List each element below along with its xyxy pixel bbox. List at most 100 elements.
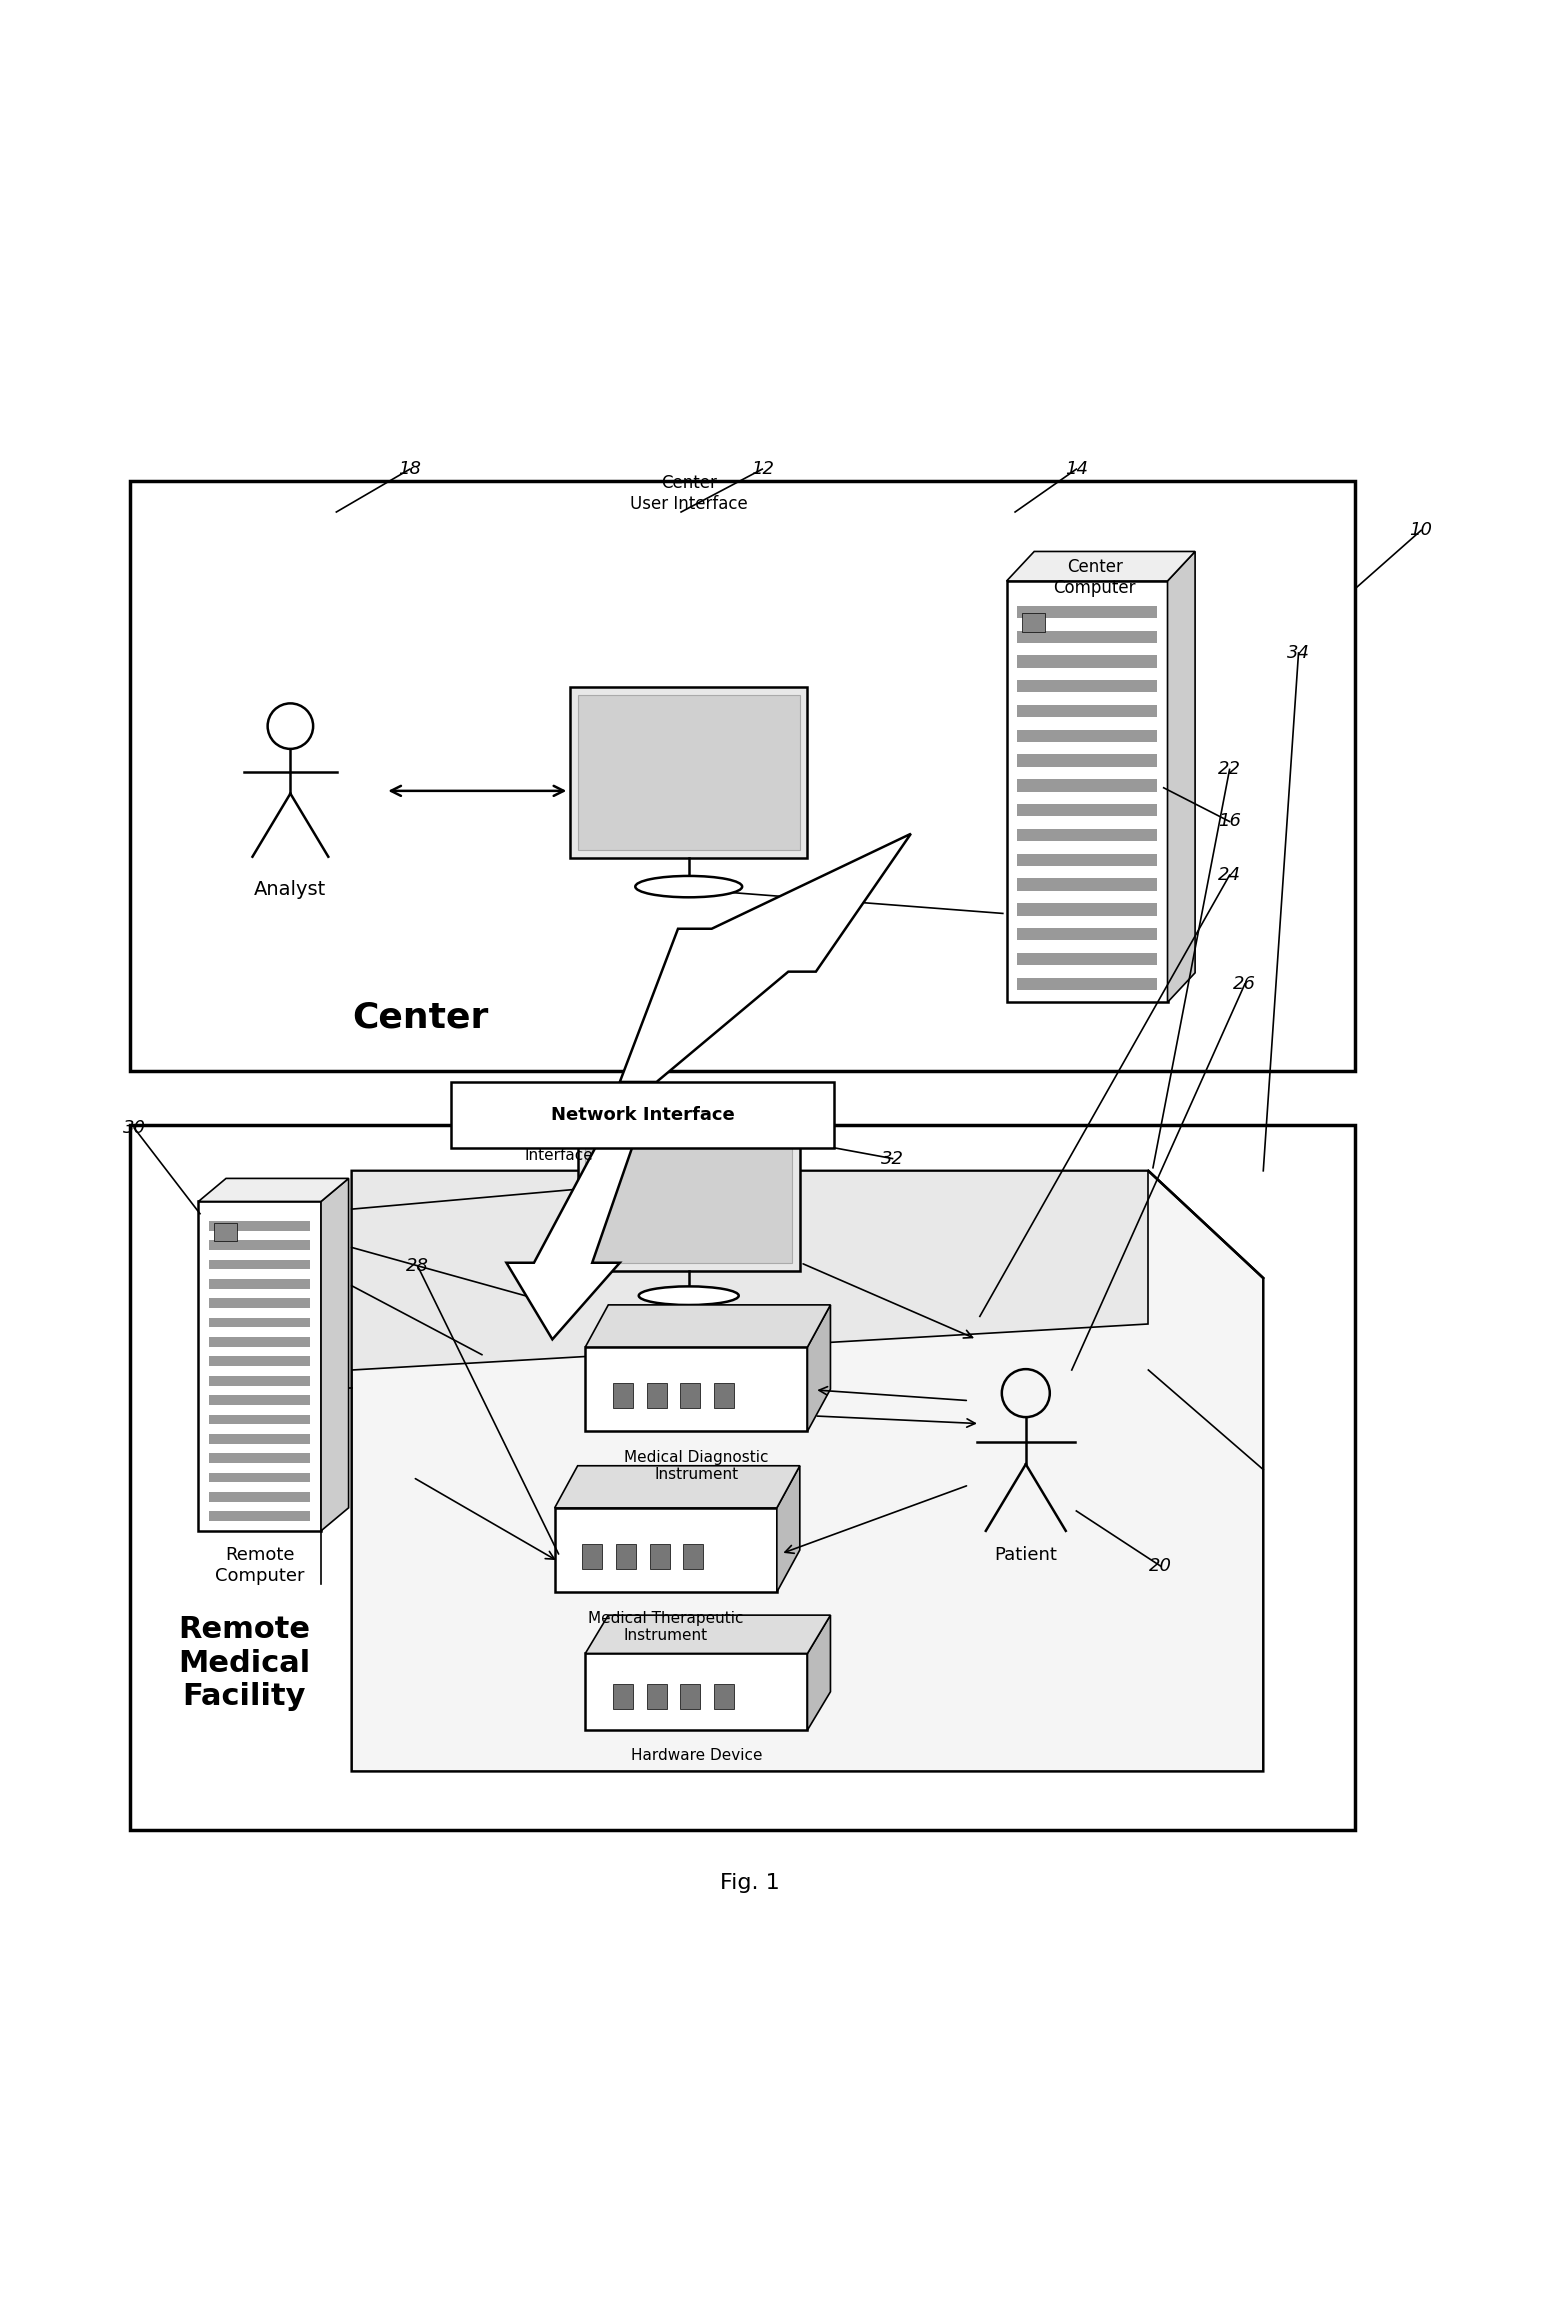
Bar (198, 1202, 322, 1530)
Bar (209, 1396, 311, 1405)
Text: Remote
Computer: Remote Computer (215, 1546, 305, 1585)
Text: 20: 20 (1149, 1558, 1172, 1576)
Ellipse shape (635, 876, 742, 897)
Text: 24: 24 (1218, 867, 1241, 885)
Bar (615, 1544, 635, 1569)
Bar (1017, 705, 1156, 716)
Polygon shape (322, 1179, 348, 1530)
Text: Medical Diagnostic
Instrument: Medical Diagnostic Instrument (625, 1449, 768, 1481)
Text: Center
Computer: Center Computer (1053, 557, 1136, 596)
Bar (570, 686, 807, 857)
Bar (1017, 978, 1156, 989)
Bar (1017, 753, 1156, 767)
Polygon shape (807, 1306, 830, 1431)
Text: Fig. 1: Fig. 1 (720, 1874, 779, 1893)
Bar (209, 1338, 311, 1347)
Bar (209, 1493, 311, 1502)
Bar (209, 1241, 311, 1250)
Text: Center
User Interface: Center User Interface (629, 474, 748, 513)
Bar (646, 1685, 666, 1708)
Polygon shape (351, 1172, 1149, 1370)
Bar (209, 1435, 311, 1444)
Text: 28: 28 (407, 1257, 430, 1276)
Bar (612, 1384, 632, 1407)
Polygon shape (586, 1306, 830, 1347)
Bar (1017, 952, 1156, 966)
Polygon shape (507, 1149, 632, 1340)
Text: 18: 18 (399, 460, 422, 478)
Bar (1017, 730, 1156, 742)
Bar (578, 1121, 799, 1271)
Bar (583, 1544, 603, 1569)
Bar (1017, 904, 1156, 915)
Bar (1017, 804, 1156, 816)
Bar (1017, 779, 1156, 793)
Bar (1017, 830, 1156, 841)
Polygon shape (555, 1465, 799, 1507)
Text: Network Interface: Network Interface (550, 1107, 734, 1123)
Bar (1017, 929, 1156, 941)
Bar (714, 1384, 734, 1407)
Polygon shape (807, 1615, 830, 1731)
Bar (209, 1511, 311, 1521)
Bar (209, 1454, 311, 1463)
Text: 14: 14 (1065, 460, 1088, 478)
Bar (209, 1414, 311, 1424)
Polygon shape (1006, 552, 1195, 580)
Bar (612, 1685, 632, 1708)
Ellipse shape (638, 1287, 739, 1306)
Text: 10: 10 (1410, 522, 1433, 538)
Bar (130, 481, 1356, 1072)
Text: Patient: Patient (994, 1546, 1057, 1565)
Bar (209, 1357, 311, 1366)
Bar (1022, 612, 1045, 631)
Bar (1017, 679, 1156, 693)
Text: Medical Therapeutic
Instrument: Medical Therapeutic Instrument (587, 1611, 744, 1643)
Bar (209, 1317, 311, 1327)
Bar (1017, 656, 1156, 668)
Bar (209, 1375, 311, 1387)
Bar (555, 1507, 776, 1592)
Text: 30: 30 (122, 1119, 145, 1137)
Bar (714, 1685, 734, 1708)
Bar (586, 1130, 792, 1264)
Text: Center: Center (352, 1001, 489, 1035)
Polygon shape (198, 1179, 348, 1202)
Bar (646, 1384, 666, 1407)
Polygon shape (776, 1465, 799, 1592)
Text: 12: 12 (751, 460, 775, 478)
Polygon shape (620, 834, 911, 1082)
Bar (130, 1125, 1356, 1830)
Bar (1017, 605, 1156, 617)
Bar (209, 1472, 311, 1481)
Text: Analyst: Analyst (254, 880, 326, 899)
Bar (1006, 580, 1167, 1003)
Bar (213, 1223, 237, 1241)
Bar (209, 1259, 311, 1269)
Text: Remote
Medical
Facility: Remote Medical Facility (178, 1615, 311, 1712)
Bar (578, 696, 799, 850)
Bar (209, 1299, 311, 1308)
Bar (649, 1544, 669, 1569)
Bar (680, 1685, 700, 1708)
Bar (209, 1220, 311, 1229)
Polygon shape (351, 1172, 1263, 1773)
Text: Remote User
Interface: Remote User Interface (509, 1130, 608, 1162)
Text: 26: 26 (1234, 975, 1257, 994)
Bar (1017, 631, 1156, 642)
Text: 22: 22 (1218, 760, 1241, 779)
Bar (451, 1082, 835, 1149)
Text: 32: 32 (881, 1149, 904, 1167)
Bar (1017, 853, 1156, 867)
Bar (683, 1544, 703, 1569)
Text: Hardware Device: Hardware Device (631, 1749, 762, 1763)
Bar (1017, 878, 1156, 890)
Text: 16: 16 (1218, 813, 1241, 830)
Polygon shape (1167, 552, 1195, 1003)
Bar (680, 1384, 700, 1407)
Bar (586, 1347, 807, 1431)
Text: 34: 34 (1286, 645, 1309, 661)
Bar (209, 1278, 311, 1290)
Polygon shape (586, 1615, 830, 1652)
Bar (586, 1652, 807, 1731)
